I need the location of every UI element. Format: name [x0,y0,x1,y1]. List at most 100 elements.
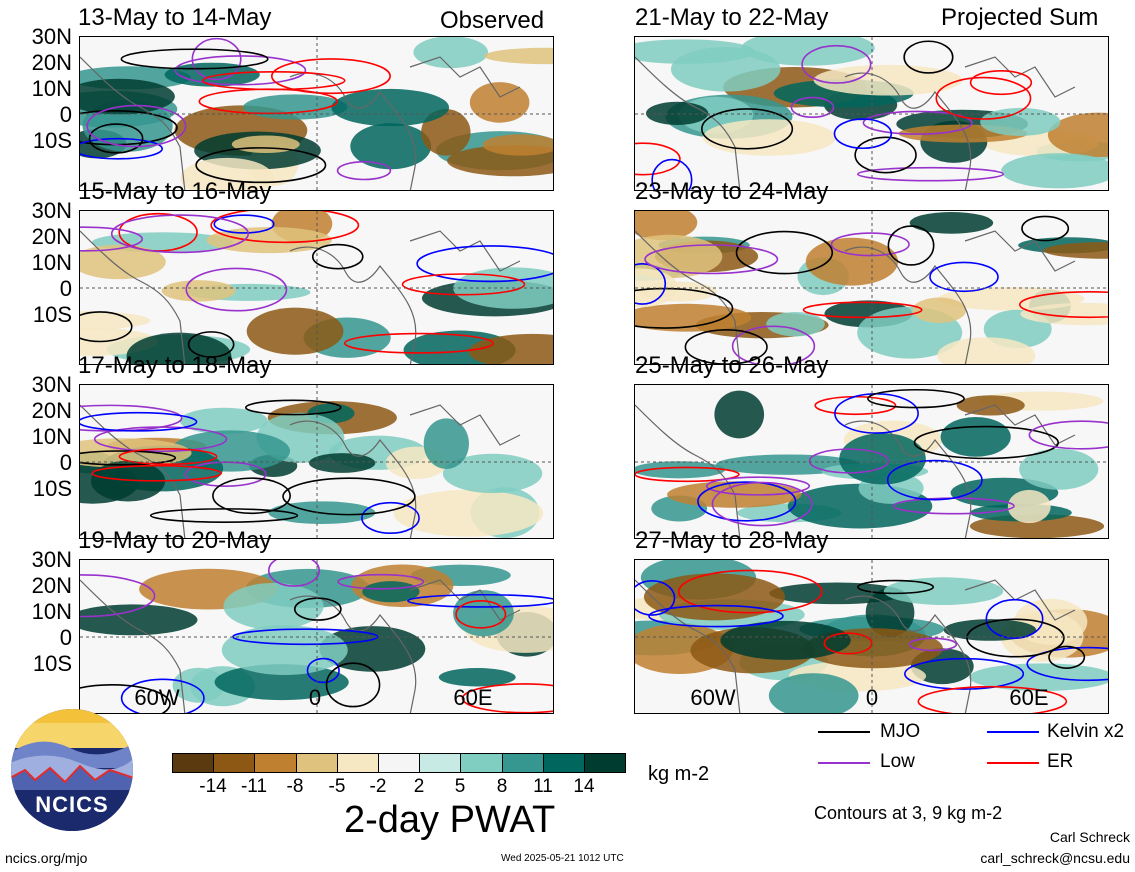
dry-anomaly [937,287,1085,311]
panel-title: 17-May to 18-May [78,352,272,379]
map-panel [79,36,554,191]
mjo-contour [80,311,133,343]
kelvin-contour [361,501,420,535]
dry-anomaly [1007,489,1051,524]
legend-line-er [987,762,1039,764]
site-link[interactable]: ncics.org/mjo [5,850,88,866]
colorbar-tick: 8 [496,776,508,797]
map-canvas [635,560,1108,713]
mjo-contour [966,618,1065,658]
lat-label: 0 [59,102,72,127]
legend-label-low: Low [880,751,915,772]
mjo-contour [80,450,177,466]
dry-anomaly [956,395,1025,416]
colorbar-units: kg m-2 [648,763,710,785]
moist-anomaly [909,212,994,234]
colorbar-swatch [296,754,338,772]
dry-anomaly [484,47,553,65]
moist-anomaly [720,620,851,660]
dry-anomaly [1043,242,1108,259]
er-contour [635,142,681,176]
colorbar-tick: 2 [413,776,425,797]
colorbar-tick: 5 [454,776,466,797]
moist-anomaly [214,664,349,701]
mjo-contour [325,662,381,708]
lon-label: 60E [1009,685,1049,710]
lat-label: 30N [31,547,72,572]
kelvin-contour [120,678,205,713]
lon-label: 60E [453,685,493,710]
lon-label: 60W [690,685,736,710]
moist-anomaly [980,107,1061,136]
moist-anomaly [714,390,765,439]
low-contour [790,96,835,119]
panel-title: 15-May to 16-May [78,178,272,205]
lat-label: 10N [31,424,72,449]
colorbar-swatch [461,754,503,772]
lat-label: 10S [32,128,72,153]
dry-anomaly [937,337,1036,364]
moist-anomaly [90,460,166,502]
low-contour [711,481,813,527]
lat-label: 0 [59,450,72,475]
kelvin-contour [407,593,553,608]
legend-label-er: ER [1047,751,1074,772]
moist-anomaly [635,461,726,479]
colorbar-swatch [337,754,379,772]
er-contour [461,683,553,713]
dry-anomaly [80,244,166,280]
colorbar-swatch [543,754,585,772]
map-canvas [80,37,553,190]
colorbar-tick: 11 [533,776,553,797]
map-canvas [635,385,1108,538]
panel-title: 27-May to 28-May [635,527,829,554]
panel-title: 19-May to 20-May [78,527,272,554]
legend-label-kelvin: Kelvin x2 [1047,721,1125,742]
author-email[interactable]: carl_schreck@ncsu.edu [980,850,1130,866]
er-contour [401,273,526,296]
lat-label: 20N [31,224,72,249]
lat-label: 30N [31,372,72,397]
colorbar-swatch [214,754,256,772]
low-contour [80,404,183,432]
low-contour [191,37,242,81]
low-contour [86,104,187,148]
kelvin-contour [833,118,893,150]
low-contour [336,161,392,181]
colorbar-swatch [420,754,462,772]
dry-anomaly [469,82,530,123]
moist-anomaly [741,37,875,66]
panel-title: 13-May to 14-May [78,4,272,31]
moist-anomaly [766,311,825,337]
mjo-contour [80,684,171,713]
low-contour [337,573,425,590]
moist-anomaly [308,453,376,473]
moist-anomaly [223,582,324,630]
mjo-contour [854,136,917,174]
map-panel [634,210,1109,365]
mjo-contour [120,48,269,70]
kelvin-contour [651,158,693,190]
lat-label: 30N [31,24,72,49]
dry-anomaly [1047,112,1108,158]
mjo-contour [887,225,935,266]
moist-anomaly [423,418,469,469]
map-canvas [80,385,553,538]
mjo-contour [684,329,768,364]
mjo-contour [913,425,1060,460]
colorbar-tick: -11 [240,776,268,797]
dry-anomaly [805,237,899,286]
mjo-contour [867,388,965,409]
logo-graphic [11,709,133,831]
legend-line-kelvin [987,731,1039,733]
er-contour [210,211,360,244]
moist-anomaly [969,663,1108,691]
moist-anomaly [670,46,781,92]
dry-anomaly [468,333,553,364]
map-canvas [635,37,1108,190]
low-contour [80,574,156,618]
dry-anomaly [643,573,786,621]
kelvin-contour [1026,646,1108,682]
coastline [80,56,521,190]
low-contour [1028,420,1108,450]
